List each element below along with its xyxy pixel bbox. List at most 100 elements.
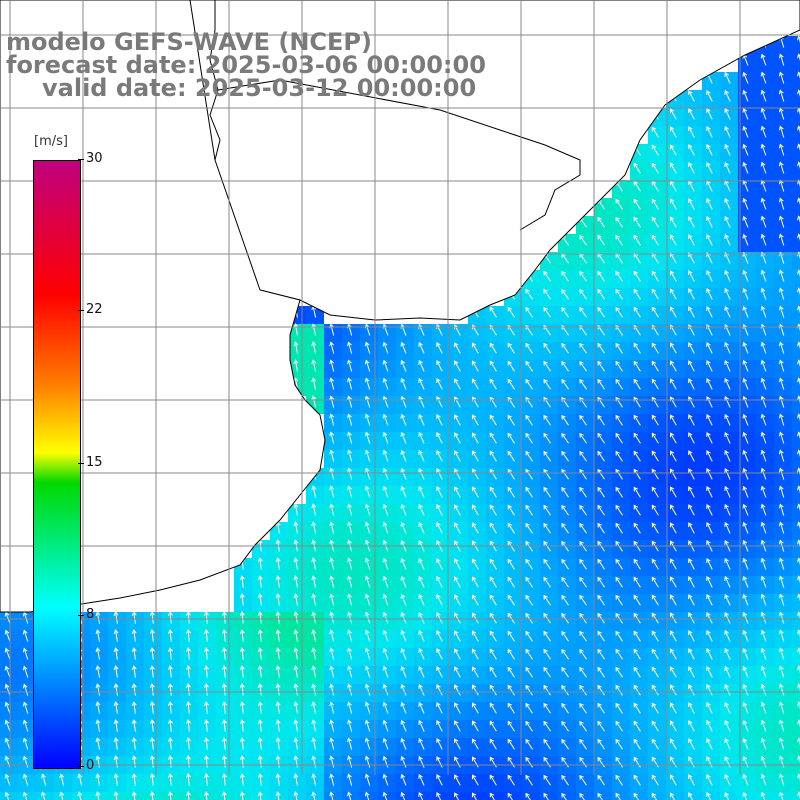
wind-arrow xyxy=(561,342,569,354)
wind-arrow xyxy=(561,270,569,282)
wind-arrow xyxy=(706,234,713,246)
wind-arrow xyxy=(329,575,335,588)
wind-arrow xyxy=(706,144,713,156)
wind-arrow xyxy=(670,486,677,498)
wind-arrow xyxy=(454,756,461,768)
wind-speed-cell xyxy=(792,270,800,288)
wind-arrow xyxy=(95,755,101,768)
wind-arrow xyxy=(561,432,569,444)
wind-arrow xyxy=(778,575,785,588)
wind-speed-cell xyxy=(792,414,800,432)
wind-arrow xyxy=(454,666,461,678)
wind-arrow xyxy=(239,593,245,606)
wind-arrow xyxy=(797,161,800,170)
wind-arrow xyxy=(615,486,623,498)
wind-arrow xyxy=(633,630,641,642)
wind-arrow xyxy=(742,197,749,210)
wind-arrow xyxy=(471,684,479,696)
wind-arrow xyxy=(597,720,605,732)
wind-arrow xyxy=(489,576,497,588)
wind-arrow xyxy=(633,666,641,678)
wind-arrow xyxy=(543,522,551,534)
wind-arrow xyxy=(400,395,407,408)
wind-arrow xyxy=(561,558,569,570)
wind-arrow xyxy=(471,702,479,714)
wind-arrow xyxy=(706,648,713,660)
wind-arrow xyxy=(615,450,623,462)
wind-arrow xyxy=(382,467,389,480)
wind-arrow xyxy=(221,719,227,732)
wind-arrow xyxy=(113,755,119,768)
wind-arrow xyxy=(797,485,800,494)
wind-arrow xyxy=(778,269,785,282)
wind-arrow xyxy=(670,306,677,318)
wind-arrow xyxy=(525,756,533,768)
wind-arrow xyxy=(633,684,641,696)
wind-arrow xyxy=(760,125,767,138)
wind-arrow xyxy=(418,575,425,588)
wind-arrow xyxy=(113,773,119,786)
wind-arrow xyxy=(797,89,800,98)
wind-arrow xyxy=(221,629,227,642)
wind-arrow xyxy=(579,288,587,300)
wind-arrow xyxy=(275,593,281,606)
wind-arrow xyxy=(543,702,551,714)
wind-arrow xyxy=(760,359,767,372)
wind-arrow xyxy=(760,611,767,624)
wind-arrow xyxy=(688,756,695,768)
wind-arrow xyxy=(797,197,800,206)
wind-arrow xyxy=(778,737,785,750)
wind-arrow xyxy=(347,647,353,660)
wind-arrow xyxy=(400,521,407,534)
wind-arrow xyxy=(561,450,569,462)
wind-arrow xyxy=(579,306,587,318)
wind-arrow xyxy=(525,720,533,732)
wind-arrow xyxy=(797,269,800,278)
wind-arrow xyxy=(489,486,497,498)
wind-arrow xyxy=(293,611,299,624)
wind-arrow xyxy=(400,683,407,696)
wind-arrow xyxy=(706,270,713,282)
wind-arrow xyxy=(400,413,407,426)
wind-arrow xyxy=(561,414,569,426)
wind-arrow xyxy=(760,413,767,426)
wind-arrow xyxy=(382,341,389,354)
wind-arrow xyxy=(507,666,515,678)
wind-arrow xyxy=(706,774,713,786)
wind-arrow xyxy=(257,557,263,570)
wind-arrow xyxy=(400,503,407,516)
wind-arrow xyxy=(454,468,461,480)
wind-arrow xyxy=(651,558,659,570)
wind-arrow xyxy=(382,773,389,786)
wind-arrow xyxy=(760,395,767,408)
wind-arrow xyxy=(742,791,748,800)
wind-arrow xyxy=(688,288,695,300)
wind-arrow xyxy=(257,611,263,624)
wind-arrow xyxy=(293,773,299,786)
wind-arrow xyxy=(706,684,713,696)
wind-arrow xyxy=(471,594,479,606)
coastline xyxy=(0,0,800,613)
wind-arrow xyxy=(688,630,695,642)
colorbar-tick-label: 30 xyxy=(78,151,103,166)
wind-arrow xyxy=(706,666,713,678)
wind-arrow xyxy=(778,467,785,480)
wind-arrow xyxy=(724,575,731,588)
wind-speed-cell xyxy=(792,792,800,800)
wind-arrow xyxy=(382,791,388,800)
wind-arrow xyxy=(651,162,659,174)
wind-arrow xyxy=(543,648,551,660)
wind-speed-cell xyxy=(792,126,800,144)
wind-arrow xyxy=(543,576,551,588)
wind-arrow xyxy=(561,702,569,714)
wind-arrow xyxy=(597,234,605,246)
wind-arrow xyxy=(579,738,587,750)
wind-arrow xyxy=(760,287,767,300)
wind-arrow xyxy=(239,737,245,750)
wind-arrow xyxy=(167,773,173,786)
wind-arrow xyxy=(454,774,461,786)
wind-arrow xyxy=(507,738,515,750)
wind-arrow xyxy=(778,413,785,426)
wind-arrow xyxy=(597,756,605,768)
wind-arrow xyxy=(311,521,317,534)
